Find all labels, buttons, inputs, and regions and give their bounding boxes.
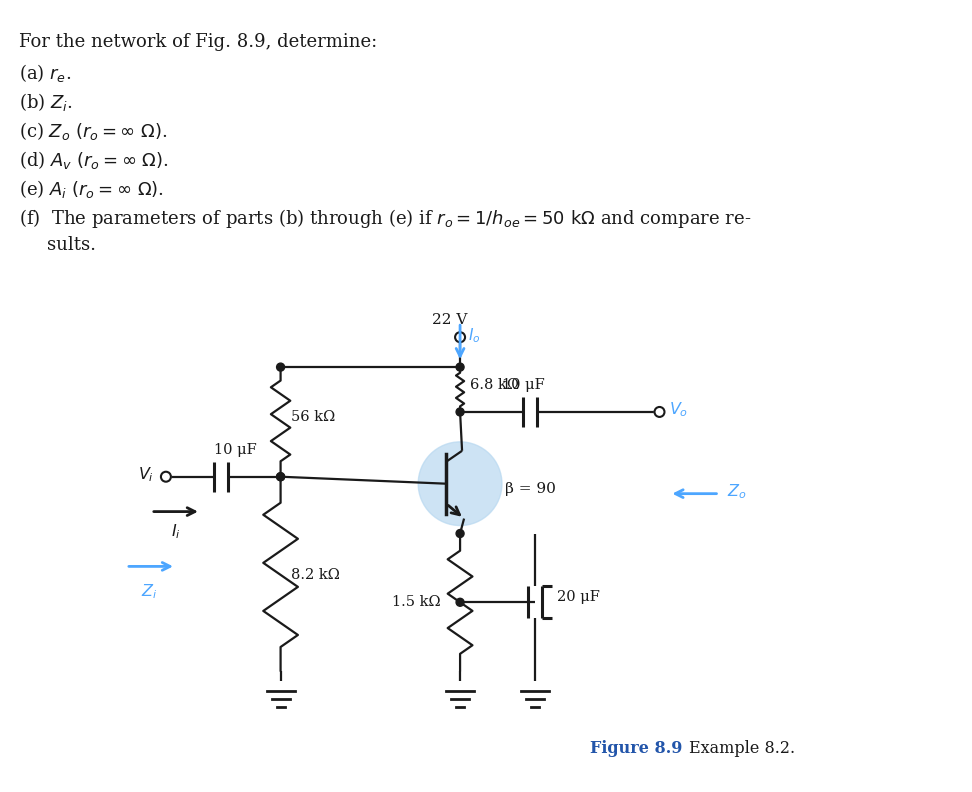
- Text: β = 90: β = 90: [504, 482, 556, 496]
- Text: (f)  The parameters of parts (b) through (e) if $r_o = 1/h_{oe} = 50\ \mathrm{k}: (f) The parameters of parts (b) through …: [19, 207, 751, 230]
- Text: $V_i$: $V_i$: [138, 466, 154, 484]
- Text: 20 μF: 20 μF: [557, 590, 600, 604]
- Text: (a) $r_e$.: (a) $r_e$.: [19, 63, 72, 84]
- Text: 6.8 kΩ: 6.8 kΩ: [470, 378, 519, 392]
- Text: 10 μF: 10 μF: [502, 378, 544, 392]
- Text: $V_o$: $V_o$: [670, 401, 689, 419]
- Circle shape: [456, 363, 464, 371]
- Circle shape: [418, 442, 502, 526]
- Circle shape: [277, 473, 285, 481]
- Circle shape: [654, 407, 665, 417]
- Circle shape: [455, 332, 465, 342]
- Text: sults.: sults.: [48, 235, 96, 253]
- Text: 8.2 kΩ: 8.2 kΩ: [291, 569, 339, 582]
- Text: Example 8.2.: Example 8.2.: [689, 741, 795, 757]
- Text: $I_o$: $I_o$: [469, 326, 480, 345]
- Text: (e) $A_i$ $(r_o = \infty\ \Omega)$.: (e) $A_i$ $(r_o = \infty\ \Omega)$.: [19, 177, 164, 200]
- Text: $I_i$: $I_i$: [171, 522, 181, 541]
- Text: $Z_o$: $Z_o$: [727, 482, 746, 501]
- Circle shape: [456, 598, 464, 606]
- Text: 56 kΩ: 56 kΩ: [291, 410, 334, 424]
- Text: (d) $A_v$ $(r_o = \infty\ \Omega)$.: (d) $A_v$ $(r_o = \infty\ \Omega)$.: [19, 149, 169, 171]
- Circle shape: [161, 472, 171, 482]
- Text: 10 μF: 10 μF: [214, 443, 257, 457]
- Text: Figure 8.9: Figure 8.9: [590, 741, 682, 757]
- Circle shape: [456, 408, 464, 416]
- Circle shape: [277, 363, 285, 371]
- Text: (c) $Z_o$ $(r_o = \infty\ \Omega)$.: (c) $Z_o$ $(r_o = \infty\ \Omega)$.: [19, 120, 168, 142]
- Text: (b) $Z_i$.: (b) $Z_i$.: [19, 91, 73, 113]
- Text: $Z_i$: $Z_i$: [141, 582, 157, 600]
- Text: 22 V: 22 V: [433, 314, 468, 327]
- Circle shape: [277, 473, 285, 481]
- Text: For the network of Fig. 8.9, determine:: For the network of Fig. 8.9, determine:: [19, 33, 377, 51]
- Text: 1.5 kΩ: 1.5 kΩ: [393, 596, 441, 609]
- Circle shape: [456, 530, 464, 538]
